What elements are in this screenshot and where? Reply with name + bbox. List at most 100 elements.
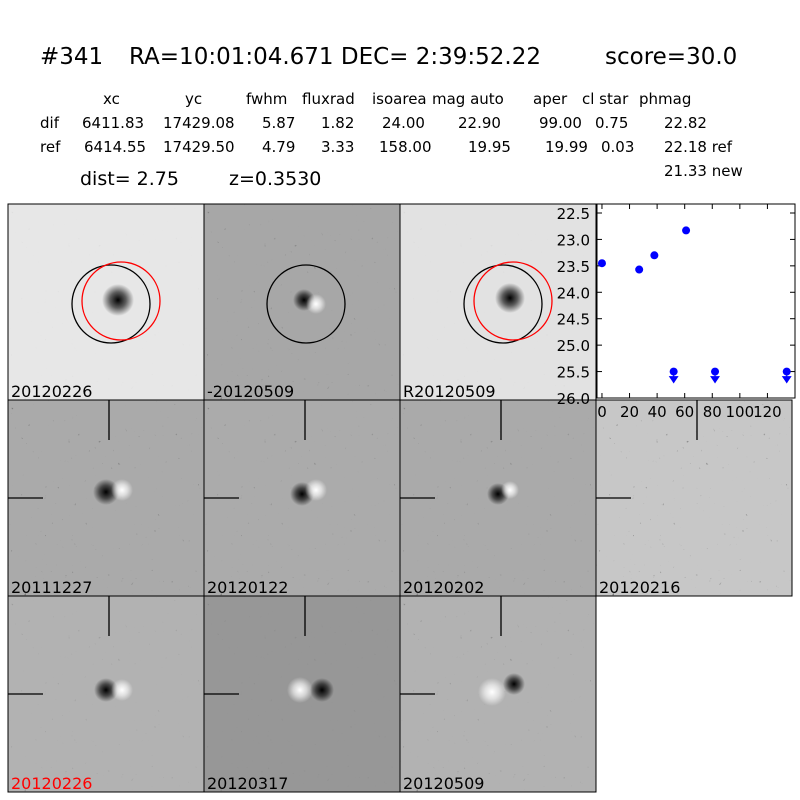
panel-label: -20120509: [207, 382, 294, 401]
x-tick-label: 40: [648, 403, 667, 421]
cell: 99.00: [539, 114, 582, 132]
image-panel: 20111227: [7, 399, 205, 597]
source-blob: [94, 678, 118, 702]
cell: 17429.08: [163, 114, 235, 132]
cell: 6414.55: [84, 138, 146, 156]
cell: 0.03: [601, 138, 634, 156]
detection-point: [597, 259, 606, 268]
image-panel: 20120226: [7, 203, 205, 401]
panel-label: R20120509: [403, 382, 496, 401]
redshift: z=0.3530: [229, 168, 321, 190]
y-tick-label: 22.5: [557, 205, 590, 223]
image-panel: 20120122: [203, 399, 401, 597]
panel-label: 20111227: [11, 578, 92, 597]
coordinates: RA=10:01:04.671 DEC= 2:39:52.22: [129, 44, 541, 70]
source-blob: [501, 481, 519, 499]
aperture-circle: [71, 264, 151, 344]
x-tick-label: 120: [753, 403, 782, 421]
limit-arrow: [710, 371, 720, 384]
aperture-circle: [266, 264, 346, 344]
source-blob: [495, 283, 525, 313]
y-tick-label: 25.5: [557, 364, 590, 382]
cell: 22.18 ref: [664, 138, 733, 156]
plot-area: [596, 203, 796, 399]
cell: 0.75: [595, 114, 628, 132]
source-blob: [310, 678, 334, 702]
x-tick-label: 60: [675, 403, 694, 421]
x-tick-label: 20: [620, 403, 639, 421]
y-tick-label: 23.5: [557, 258, 590, 276]
cell: 3.33: [321, 138, 354, 156]
table: xc yc fwhm fluxrad isoarea mag auto aper cl sta…: [40, 90, 733, 156]
cell: 19.95: [468, 138, 511, 156]
y-tick-label: 24.0: [557, 284, 590, 302]
panel-label: 20120202: [403, 578, 484, 597]
source-blob: [287, 677, 313, 703]
panel-label: 20120216: [599, 578, 680, 597]
cell: 4.79: [262, 138, 295, 156]
limit-arrow: [781, 371, 792, 384]
limit-arrow: [668, 371, 679, 384]
aperture-circle: [463, 264, 543, 344]
cell: 158.00: [379, 138, 432, 156]
source-blob: [306, 294, 326, 314]
source-blob: [305, 479, 327, 501]
chart: 22.5 23.0 23.5 24.0 24.5 25.0 25.5 26.0 0 20 40 60 8…: [557, 203, 796, 421]
x-tick-label: 80: [703, 403, 722, 421]
panel-label: 20120122: [207, 578, 288, 597]
column-header: isoarea: [372, 90, 427, 108]
panel-label: 20120226: [11, 774, 92, 793]
panel-border: [399, 595, 597, 793]
image-panel: 20120216: [595, 399, 793, 597]
image-panel: R20120509: [399, 203, 597, 401]
image-panel: 20120202: [399, 399, 597, 597]
column-header: aper: [533, 90, 568, 108]
column-header: fluxrad: [302, 90, 355, 108]
image-panel: 20120226: [7, 595, 205, 793]
column-header: fwhm: [246, 90, 287, 108]
panel-border: [595, 399, 793, 597]
cell: 22.82: [664, 114, 707, 132]
cell: 24.00: [382, 114, 425, 132]
panel-label: 20120226: [11, 382, 92, 401]
column-header: cl star: [582, 90, 629, 108]
image-panel: 20120317: [203, 595, 401, 793]
column-header: xc: [103, 90, 120, 108]
source-blob: [111, 479, 133, 501]
x-tick-label: 0: [597, 403, 607, 421]
source-blob: [102, 284, 134, 316]
panel-label: 20120317: [207, 774, 288, 793]
cell: 19.99: [545, 138, 588, 156]
detection-point: [682, 226, 691, 235]
column-header: yc: [185, 90, 202, 108]
row-label: ref: [40, 138, 61, 156]
panel-label: 20120509: [403, 774, 484, 793]
image-panel: -20120509: [203, 203, 401, 401]
column-header: phmag: [639, 90, 691, 108]
source-blob: [111, 679, 133, 701]
cell: 1.82: [321, 114, 354, 132]
cell: 22.90: [458, 114, 501, 132]
distance: dist= 2.75: [80, 168, 179, 190]
aperture-circle: [473, 261, 553, 341]
cell: 6411.83: [82, 114, 144, 132]
row-label: dif: [40, 114, 60, 132]
candidate-id: #341: [40, 44, 103, 70]
image-panel: 20120509: [399, 595, 597, 793]
y-tick-label: 25.0: [557, 337, 590, 355]
x-tick-label: 100: [726, 403, 755, 421]
cell: 17429.50: [163, 138, 235, 156]
source-blob: [503, 673, 525, 695]
y-tick-label: 26.0: [557, 390, 590, 408]
y-tick-label: 23.0: [557, 231, 590, 249]
detection-point: [635, 265, 644, 274]
detection-point: [650, 251, 659, 260]
y-tick-label: 24.5: [557, 311, 590, 329]
score: score=30.0: [605, 44, 737, 70]
new-mag: 21.33 new: [664, 162, 743, 180]
aperture-circle: [81, 261, 161, 341]
column-header: mag auto: [432, 90, 504, 108]
cell: 5.87: [262, 114, 295, 132]
